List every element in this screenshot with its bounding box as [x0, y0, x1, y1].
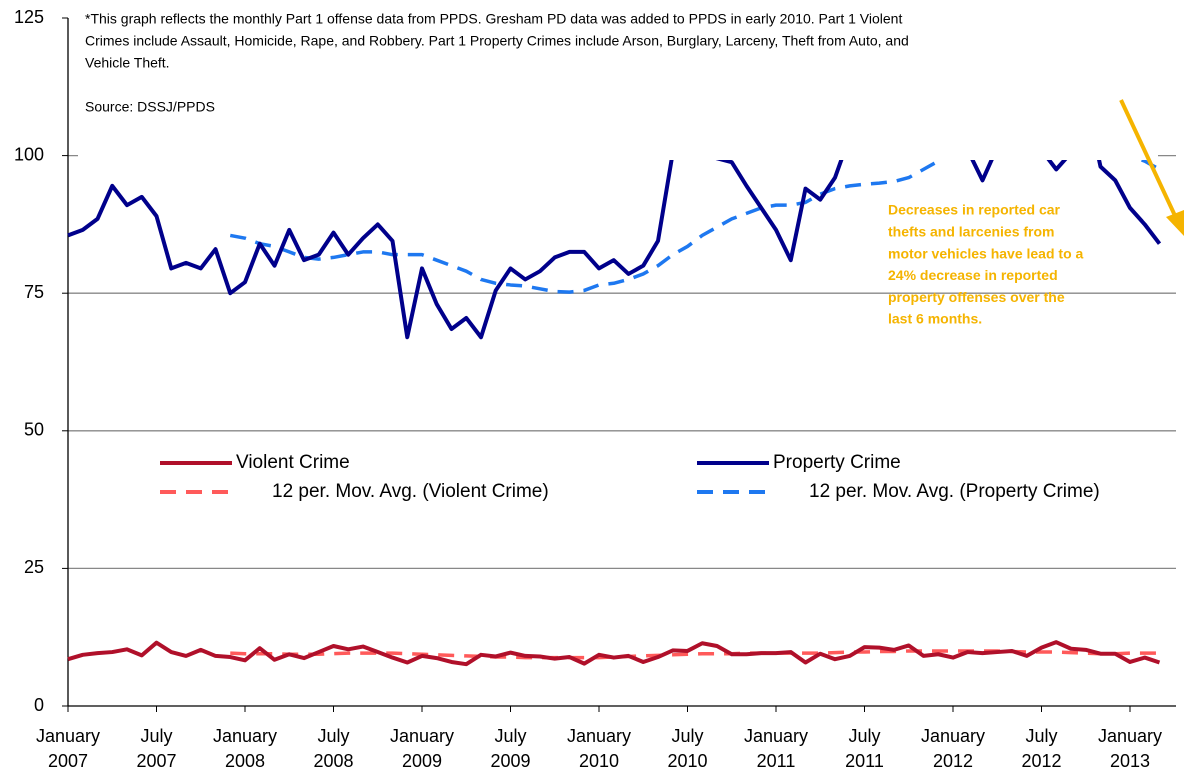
arrow-head: [1166, 210, 1184, 236]
x-tick-label: July 2007: [136, 726, 176, 771]
x-tick-label: January 2013: [1098, 726, 1162, 771]
annotation-text: 24% decrease in reported: [888, 267, 1058, 283]
x-tick-label: July 2010: [667, 726, 707, 771]
annotation-text: thefts and larcenies from: [888, 224, 1055, 240]
annotation-text: Decreases in reported car: [888, 202, 1061, 218]
note-text: *This graph reflects the monthly Part 1 …: [85, 11, 902, 27]
y-tick-label: 75: [24, 282, 44, 302]
y-tick-label: 125: [14, 7, 44, 27]
arrow-shaft: [1119, 99, 1179, 221]
series-line: [67, 640, 1161, 667]
note-text: Crimes include Assault, Homicide, Rape, …: [85, 33, 909, 49]
annotation-text: property offenses over the: [888, 289, 1065, 305]
note-text: Source: DSSJ/PPDS: [85, 99, 215, 115]
x-tick-label: July 2009: [490, 726, 530, 771]
x-tick-label: January 2012: [921, 726, 985, 771]
x-tick-label: July 2012: [1021, 726, 1061, 771]
legend-label: 12 per. Mov. Avg. (Violent Crime): [272, 481, 549, 502]
annotation-text: motor vehicles have lead to a: [888, 245, 1084, 261]
x-tick-label: January 2011: [744, 726, 808, 771]
x-tick-label: July 2008: [313, 726, 353, 771]
note-text: Vehicle Theft.: [85, 55, 170, 71]
series-line: [67, 82, 1162, 340]
legend-label: Property Crime: [773, 452, 901, 473]
note-box: [78, 10, 1158, 160]
annotation-text: last 6 months.: [888, 311, 982, 327]
y-tick-label: 25: [24, 557, 44, 577]
y-tick-label: 0: [34, 695, 44, 715]
y-tick-label: 100: [14, 144, 44, 164]
x-tick-label: January 2010: [567, 726, 631, 771]
x-tick-label: January 2007: [36, 726, 100, 771]
x-tick-label: January 2009: [390, 726, 454, 771]
legend-label: Violent Crime: [236, 452, 350, 473]
y-tick-label: 50: [24, 420, 44, 440]
x-tick-label: July 2011: [845, 726, 884, 771]
legend-label: 12 per. Mov. Avg. (Property Crime): [809, 481, 1100, 502]
x-tick-label: January 2008: [213, 726, 277, 771]
